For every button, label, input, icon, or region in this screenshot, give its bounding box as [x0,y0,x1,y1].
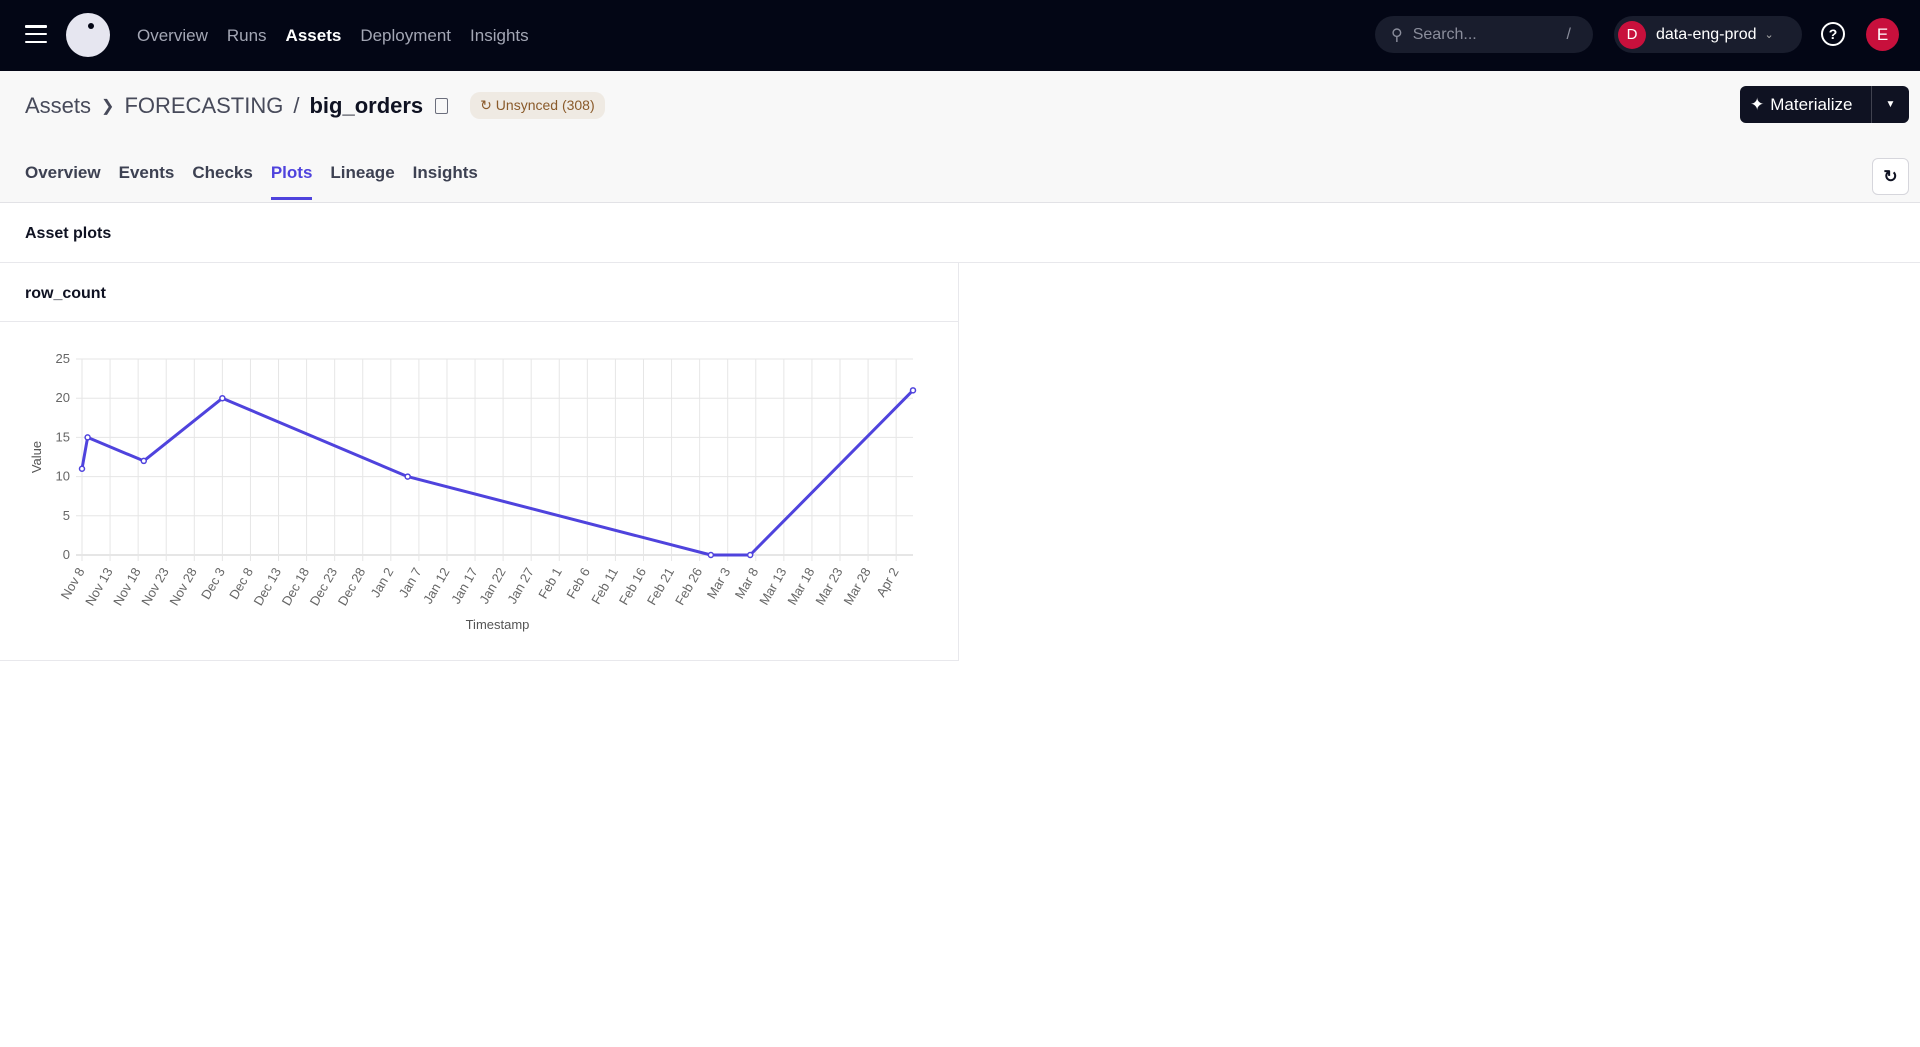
tab-plots[interactable]: Plots [270,163,313,200]
tab-checks[interactable]: Checks [192,163,253,182]
refresh-icon: ↻ [1883,166,1898,186]
breadcrumb-separator: / [293,92,300,118]
user-avatar[interactable]: E [1866,18,1899,51]
x-tick-label: Dec 28 [335,565,369,608]
x-tick-label: Dec 8 [226,565,256,602]
plot-card: row_count 0 5 10 15 20 25 Nov 8 Nov 13 Nov 18 Nov… [0,263,959,661]
search-placeholder: Search... [1412,25,1477,43]
menu-icon[interactable] [25,25,47,43]
asset-header: Assets ❯ FORECASTING / big_orders ↻ Unsy… [0,71,1920,203]
data-point [746,551,754,559]
y-tick-label: 5 [63,508,70,523]
data-point [707,551,715,559]
data-point [219,394,226,402]
top-bar: Overview Runs Assets Deployment Insights… [0,0,1920,71]
y-tick-label: 15 [56,429,70,444]
section-title: Asset plots [0,203,1920,263]
breadcrumb-current: big_orders [309,92,424,118]
x-tick-label: Jan 22 [476,565,509,606]
y-tick-label: 10 [56,469,70,484]
tab-insights[interactable]: Insights [412,163,478,182]
y-tick-label: 0 [63,547,70,562]
nav-deployment[interactable]: Deployment [360,25,452,45]
chevron-down-icon: ⌄ [1764,29,1774,41]
y-tick-label: 20 [56,390,70,405]
tab-lineage[interactable]: Lineage [330,163,395,182]
x-tick-label: Feb 1 [535,565,565,601]
breadcrumb: Assets ❯ FORECASTING / big_orders ↻ Unsy… [25,92,605,119]
nav-insights[interactable]: Insights [470,25,529,45]
x-tick-label: Mar 8 [732,565,762,601]
materialize-button[interactable]: ✦ Materialize ▼ [1740,86,1909,123]
main-nav: Overview Runs Assets Deployment Insights [137,0,529,71]
search-input[interactable]: ⚲ Search... / [1375,16,1593,53]
tab-events[interactable]: Events [118,163,175,182]
search-icon: ⚲ [1391,26,1403,44]
org-name: data-eng-prod [1656,25,1757,43]
status-badge-label: Unsynced (308) [495,97,595,113]
data-point [78,465,86,473]
x-tick-label: Mar 28 [840,565,873,608]
x-axis-label: Timestamp [466,617,530,632]
data-point [140,457,148,465]
x-tick-label: Jan 27 [504,565,537,606]
x-tick-label: Jan 2 [368,565,397,600]
x-tick-label: Feb 26 [672,565,705,608]
org-avatar: D [1618,20,1646,49]
breadcrumb-assets[interactable]: Assets [25,92,92,118]
status-badge: ↻ Unsynced (308) [470,92,605,119]
x-tick-label: Nov 8 [58,565,88,602]
data-point [909,387,917,394]
y-tick-label: 25 [56,351,70,366]
copy-icon[interactable] [435,97,449,114]
data-point [404,473,411,480]
sparkle-icon: ✦ [1750,94,1765,114]
data-point [84,434,91,441]
tab-bar: Overview Events Checks Plots Lineage Ins… [25,163,478,200]
refresh-button[interactable]: ↻ [1872,158,1909,195]
plot-title: row_count [0,263,958,322]
x-tick-label: Jan 12 [420,565,453,606]
nav-overview[interactable]: Overview [137,25,208,45]
dagster-logo[interactable] [66,13,110,57]
series-line [80,389,915,557]
x-tick-label: Nov 28 [166,565,200,608]
x-tick-label: Mar 3 [704,565,734,601]
x-tick-label: Dec 3 [198,565,228,602]
materialize-label: Materialize [1770,94,1853,114]
x-tick-label: Jan 7 [396,565,425,600]
chevron-right-icon: ❯ [101,97,115,115]
caret-down-icon[interactable]: ▼ [1885,99,1896,110]
breadcrumb-forecasting[interactable]: FORECASTING [124,92,284,118]
org-switcher[interactable]: D data-eng-prod ⌄ [1614,16,1802,53]
help-icon[interactable]: ? [1821,22,1845,46]
nav-runs[interactable]: Runs [226,25,267,45]
nav-assets[interactable]: Assets [285,25,342,45]
x-tick-label: Jan 17 [448,565,481,606]
search-shortcut: / [1566,25,1571,43]
y-axis-label: Value [29,441,44,473]
tab-overview[interactable]: Overview [25,163,101,182]
x-tick-label: Apr 2 [873,565,902,599]
x-tick-label: Feb 6 [563,565,593,601]
